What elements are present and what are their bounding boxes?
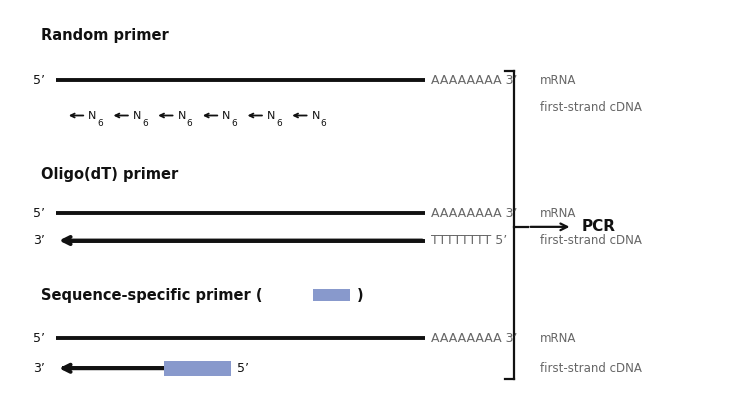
Text: 6: 6	[321, 119, 326, 128]
Text: 5’: 5’	[33, 207, 45, 220]
Text: N: N	[222, 111, 230, 120]
Text: TTTTTTTT 5’: TTTTTTTT 5’	[431, 234, 507, 247]
Text: N: N	[133, 111, 142, 120]
Text: first-strand cDNA: first-strand cDNA	[541, 234, 642, 247]
Text: Random primer: Random primer	[41, 28, 169, 43]
Text: PCR: PCR	[581, 219, 615, 234]
Text: AAAAAAAA 3’: AAAAAAAA 3’	[431, 207, 517, 220]
Text: 3’: 3’	[33, 234, 45, 247]
Text: 6: 6	[142, 119, 148, 128]
Text: AAAAAAAA 3’: AAAAAAAA 3’	[431, 74, 517, 87]
Text: 6: 6	[187, 119, 192, 128]
Text: 6: 6	[276, 119, 282, 128]
Text: 5’: 5’	[33, 332, 45, 345]
Text: Sequence-specific primer (: Sequence-specific primer (	[41, 288, 263, 303]
Text: N: N	[312, 111, 320, 120]
Text: N: N	[88, 111, 96, 120]
Text: 5’: 5’	[237, 362, 249, 375]
Bar	[313, 289, 350, 301]
Text: ): )	[356, 288, 363, 303]
Text: 5’: 5’	[33, 74, 45, 87]
Text: mRNA: mRNA	[541, 207, 577, 220]
Text: 3’: 3’	[33, 362, 45, 375]
Text: first-strand cDNA: first-strand cDNA	[541, 362, 642, 375]
Text: 6: 6	[231, 119, 237, 128]
Text: 6: 6	[97, 119, 103, 128]
Text: Oligo(dT) primer: Oligo(dT) primer	[41, 167, 178, 182]
Text: first-strand cDNA: first-strand cDNA	[541, 101, 642, 114]
Text: N: N	[267, 111, 276, 120]
Text: N: N	[178, 111, 186, 120]
Bar	[164, 361, 231, 376]
Text: mRNA: mRNA	[541, 332, 577, 345]
Text: AAAAAAAA 3’: AAAAAAAA 3’	[431, 332, 517, 345]
Text: mRNA: mRNA	[541, 74, 577, 87]
